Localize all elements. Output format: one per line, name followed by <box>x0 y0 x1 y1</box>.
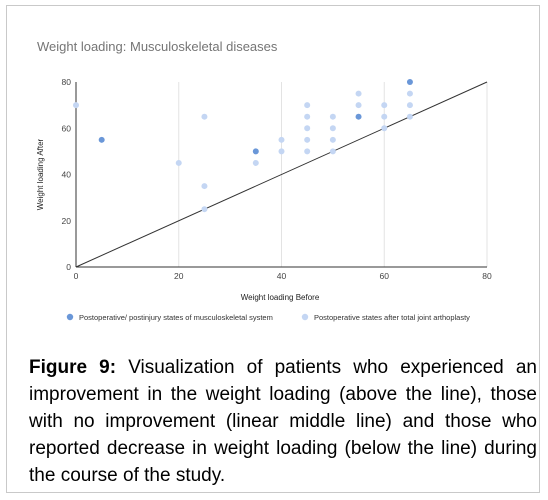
data-point <box>329 113 336 120</box>
legend: Postoperative/ postinjury states of musc… <box>66 313 470 322</box>
data-point <box>201 183 208 190</box>
caption-text: Visualization of patients who experience… <box>29 357 537 486</box>
axes <box>75 82 487 268</box>
data-point <box>304 102 311 109</box>
caption-label: Figure 9: <box>29 357 117 378</box>
y-tick-label: 60 <box>62 123 72 133</box>
data-point <box>304 113 311 120</box>
data-point <box>355 90 362 97</box>
data-point <box>201 206 208 213</box>
data-point <box>304 125 311 132</box>
data-point <box>406 113 413 120</box>
x-axis-label: Weight loading Before <box>241 293 320 302</box>
data-point <box>355 102 362 109</box>
data-point <box>381 102 388 109</box>
gridlines <box>178 82 488 267</box>
data-point <box>406 90 413 97</box>
data-point <box>329 148 336 155</box>
y-axis-label: Weight loading After <box>36 138 45 210</box>
data-points <box>73 79 413 213</box>
legend-marker <box>301 313 309 321</box>
data-point <box>252 148 259 155</box>
data-point <box>278 136 285 143</box>
data-point <box>406 79 413 85</box>
legend-label: Postoperative/ postinjury states of musc… <box>79 313 273 322</box>
x-tick-label: 20 <box>174 271 184 281</box>
y-tick-label: 20 <box>62 216 72 226</box>
legend-label: Postoperative states after total joint a… <box>314 313 470 322</box>
figure-frame: Weight loading: Musculoskeletal diseases… <box>6 5 540 493</box>
data-point <box>355 113 362 120</box>
data-point <box>252 159 259 166</box>
y-tick-label: 0 <box>66 262 71 272</box>
data-point <box>73 102 79 109</box>
x-tick-label: 60 <box>380 271 390 281</box>
figure-caption: Figure 9: Visualization of patients who … <box>29 354 537 489</box>
x-tick-label: 0 <box>74 271 79 281</box>
y-tick-label: 80 <box>62 77 72 87</box>
data-point <box>406 102 413 109</box>
scatter-chart: Weight loading: Musculoskeletal diseases… <box>36 39 492 322</box>
chart-title: Weight loading: Musculoskeletal diseases <box>37 39 278 54</box>
data-point <box>381 125 388 132</box>
x-tick-label: 40 <box>277 271 287 281</box>
data-point <box>329 136 336 143</box>
data-point <box>278 148 285 155</box>
legend-marker <box>66 313 74 321</box>
data-point <box>175 159 182 166</box>
data-point <box>201 113 208 120</box>
diagonal-line <box>75 81 488 268</box>
data-point <box>381 113 388 120</box>
data-point <box>304 148 311 155</box>
reference-line <box>75 81 488 268</box>
data-point <box>329 125 336 132</box>
tick-labels: 0 20 40 60 80 0 20 40 60 80 <box>62 77 492 281</box>
data-point <box>98 136 105 143</box>
x-tick-label: 80 <box>482 271 492 281</box>
y-tick-label: 40 <box>62 170 72 180</box>
data-point <box>304 136 311 143</box>
